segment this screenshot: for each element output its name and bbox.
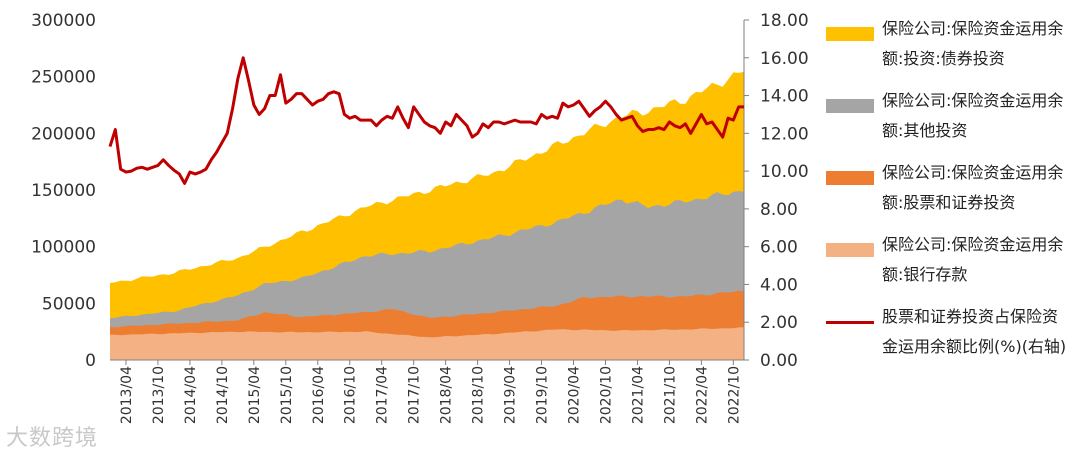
legend-swatch <box>826 27 874 41</box>
watermark: 大数跨境 <box>6 426 99 451</box>
x-tick-label: 2020/10 <box>599 366 615 424</box>
x-tick-label: 2016/04 <box>311 366 327 424</box>
x-tick-label: 2016/10 <box>343 366 359 424</box>
x-tick-label: 2015/04 <box>247 366 263 424</box>
right-y-tick-label: 10.00 <box>760 162 809 182</box>
area-bank-deposit <box>110 327 744 360</box>
ratio-line <box>108 56 744 185</box>
x-tick-label: 2022/10 <box>726 366 742 424</box>
left-y-tick-label: 0 <box>85 351 96 371</box>
x-tick-label: 2019/10 <box>535 366 551 424</box>
legend-item-ratio: 股票和证券投资占保险资金运用余额比例(%)(右轴) <box>826 302 1076 362</box>
left-y-tick-label: 250000 <box>31 68 96 88</box>
legend-item-bond: 保险公司:保险资金运用余额:投资:债券投资 <box>826 14 1076 74</box>
legend-item-deposit: 保险公司:保险资金运用余额:银行存款 <box>826 230 1076 290</box>
left-y-tick-label: 200000 <box>31 124 96 144</box>
legend-swatch <box>826 171 874 185</box>
legend: 保险公司:保险资金运用余额:投资:债券投资 保险公司:保险资金运用余额:其他投资… <box>826 14 1076 374</box>
x-tick-label: 2017/10 <box>407 366 423 424</box>
x-tick-label: 2018/10 <box>471 366 487 424</box>
left-y-tick-label: 100000 <box>31 238 96 258</box>
legend-line-swatch <box>826 321 874 324</box>
legend-label: 保险公司:保险资金运用余额:其他投资 <box>882 91 1064 140</box>
legend-swatch <box>826 99 874 113</box>
legend-label: 保险公司:保险资金运用余额:投资:债券投资 <box>882 19 1064 68</box>
legend-label: 股票和证券投资占保险资金运用余额比例(%)(右轴) <box>882 307 1067 356</box>
right-y-tick-label: 0.00 <box>760 351 798 371</box>
x-tick-label: 2013/10 <box>151 366 167 424</box>
right-y-tick-label: 12.00 <box>760 124 809 144</box>
legend-label: 保险公司:保险资金运用余额:银行存款 <box>882 235 1064 284</box>
legend-item-stock: 保险公司:保险资金运用余额:股票和证券投资 <box>826 158 1076 218</box>
right-y-tick-label: 6.00 <box>760 238 798 258</box>
x-tick-label: 2020/04 <box>567 366 583 424</box>
x-tick-label: 2022/04 <box>694 366 710 424</box>
x-tick-label: 2017/04 <box>375 366 391 424</box>
axes <box>110 19 749 365</box>
chart: 0 50000 100000 150000 200000 250000 300000 0.00… <box>31 11 809 424</box>
x-tick-label: 2015/10 <box>279 366 295 424</box>
right-y-tick-label: 18.00 <box>760 11 809 31</box>
right-y-tick-label: 2.00 <box>760 313 798 333</box>
right-y-tick-label: 4.00 <box>760 275 798 295</box>
legend-item-other: 保险公司:保险资金运用余额:其他投资 <box>826 86 1076 146</box>
x-tick-label: 2021/10 <box>662 366 678 424</box>
x-tick-label: 2021/04 <box>630 366 646 424</box>
right-y-tick-label: 16.00 <box>760 49 809 69</box>
y-axis-labels: 0 50000 100000 150000 200000 250000 300000 0.00… <box>31 11 809 371</box>
left-y-tick-label: 150000 <box>31 181 96 201</box>
x-tick-label: 2019/04 <box>503 366 519 424</box>
right-y-tick-label: 14.00 <box>760 87 809 107</box>
legend-label: 保险公司:保险资金运用余额:股票和证券投资 <box>882 163 1064 212</box>
left-y-tick-label: 300000 <box>31 11 96 31</box>
x-tick-label: 2014/04 <box>183 366 199 424</box>
legend-swatch <box>826 243 874 257</box>
x-tick-label: 2013/04 <box>119 366 135 424</box>
ratio-line-layer <box>108 56 744 185</box>
left-y-tick-label: 50000 <box>42 294 96 314</box>
area-layers <box>110 71 744 361</box>
x-axis-labels: 2013/04 2013/10 2014/04 2014/10 2015/04 2015/… <box>119 366 742 424</box>
right-y-tick-label: 8.00 <box>760 200 798 220</box>
x-tick-label: 2014/10 <box>215 366 231 424</box>
x-tick-label: 2018/04 <box>439 366 455 424</box>
